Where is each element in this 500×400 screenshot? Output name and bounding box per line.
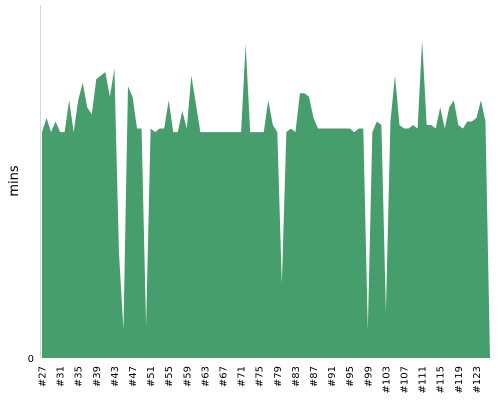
x-tick-label: #123	[472, 366, 483, 393]
x-tick-label: #103	[381, 366, 392, 393]
y-axis-label: mins	[7, 165, 22, 197]
x-tick-label: #95	[345, 366, 356, 387]
x-tick-label: #83	[291, 366, 302, 387]
x-tick-label: #99	[363, 366, 374, 387]
x-tick-label: #59	[182, 366, 193, 387]
x-tick-label: #115	[436, 366, 447, 393]
x-tick-label: #51	[146, 366, 157, 387]
x-tick-label: #87	[309, 366, 320, 387]
x-tick-label: #63	[200, 366, 211, 387]
x-tick-label: #39	[92, 366, 103, 387]
x-tick-label: #31	[56, 366, 67, 387]
x-tick-label: #27	[38, 366, 49, 387]
y-tick-label: 0	[28, 354, 34, 365]
x-tick-label: #43	[110, 366, 121, 387]
x-tick-label: #79	[273, 366, 284, 387]
x-tick-labels: #27 #31 #35 #39 #43 #47 #51 #55 #59 #63 #67 #71 #75 #…	[38, 366, 483, 393]
x-tick-label: #71	[237, 366, 248, 387]
x-tick-label: #107	[400, 366, 411, 393]
x-tick-label: #47	[128, 366, 139, 387]
series-area	[42, 40, 490, 359]
x-tick-label: #75	[255, 366, 266, 387]
x-tick-label: #119	[454, 366, 465, 393]
x-tick-label: #55	[164, 366, 175, 387]
x-tick-label: #91	[327, 366, 338, 387]
x-tick-label: #111	[418, 366, 429, 393]
x-tick-label: #35	[74, 366, 85, 387]
x-tick-label: #67	[219, 366, 230, 387]
